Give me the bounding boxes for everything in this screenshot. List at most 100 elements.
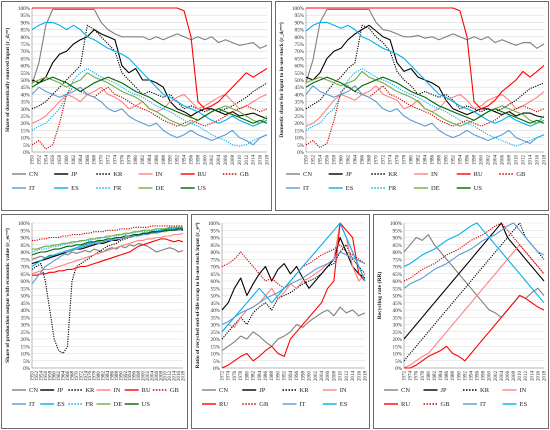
y-tick-label: 65% xyxy=(20,272,30,278)
legend-label-in: IN xyxy=(431,171,438,178)
y-tick-label: 95% xyxy=(20,13,30,19)
x-tick-label: 2000 xyxy=(203,155,208,166)
x-tick-label: 1992 xyxy=(283,371,288,382)
series-line-us xyxy=(305,76,545,124)
legend-label-jp: JP xyxy=(57,387,64,394)
y-tick-label: 15% xyxy=(210,344,220,350)
x-tick-label: 1978 xyxy=(127,155,132,166)
x-tick-label: 2016 xyxy=(357,371,362,382)
x-tick-label: 2004 xyxy=(150,371,155,382)
x-tick-label: 1986 xyxy=(445,371,450,382)
series-line-gb xyxy=(31,86,268,150)
x-tick-label: 1950 xyxy=(31,371,36,382)
legend-label-it: IT xyxy=(480,401,486,408)
x-tick-label: 1988 xyxy=(162,155,167,166)
x-tick-label: 1970 xyxy=(75,371,80,382)
chart-svg: 0%5%10%15%20%25%30%35%40%45%50%55%60%65%… xyxy=(376,221,548,408)
y-tick-label: 10% xyxy=(294,136,304,142)
x-tick-label: 1984 xyxy=(148,155,153,166)
chart-svg: 0%5%10%15%20%25%30%35%40%45%50%55%60%65%… xyxy=(4,6,271,192)
y-tick-label: 40% xyxy=(20,92,30,98)
x-tick-label: 1998 xyxy=(196,155,201,166)
x-tick-label: 2014 xyxy=(173,371,178,382)
x-tick-label: 1976 xyxy=(88,371,93,382)
x-tick-label: 1960 xyxy=(340,155,345,166)
x-tick-label: 1966 xyxy=(361,155,366,166)
y-tick-label: 75% xyxy=(392,257,402,263)
y-tick-label: 80% xyxy=(20,35,30,41)
y-tick-label: 20% xyxy=(20,121,30,127)
series-line-it xyxy=(403,222,545,289)
x-tick-label: 1960 xyxy=(65,155,70,166)
x-tick-label: 2014 xyxy=(530,371,535,382)
x-tick-label: 1976 xyxy=(233,371,238,382)
x-tick-label: 2010 xyxy=(238,155,243,166)
y-tick-label: 45% xyxy=(392,301,402,307)
y-tick-label: 15% xyxy=(20,128,30,134)
legend-label-de: DE xyxy=(114,401,123,408)
y-tick-label: 70% xyxy=(392,265,402,271)
y-tick-label: 5% xyxy=(395,359,403,365)
x-tick-label: 1994 xyxy=(459,155,464,166)
y-tick-label: 35% xyxy=(392,315,402,321)
y-axis-label: Share of production output with economic… xyxy=(4,228,11,363)
x-tick-label: 1986 xyxy=(155,155,160,166)
x-tick-label: 2012 xyxy=(522,155,527,166)
x-tick-label: 2004 xyxy=(494,155,499,166)
x-tick-label: 2018 xyxy=(543,371,548,382)
x-tick-label: 1992 xyxy=(124,371,129,382)
x-tick-label: 2008 xyxy=(231,155,236,166)
y-tick-label: 35% xyxy=(210,315,220,321)
x-tick-label: 1994 xyxy=(128,371,133,382)
y-axis-label: Ratio of recycled end-of-life scrap to i… xyxy=(194,222,201,368)
x-tick-label: 1956 xyxy=(51,155,56,166)
series-line-es xyxy=(305,21,545,127)
y-tick-label: 0% xyxy=(395,366,403,372)
chart-svg: 0%5%10%15%20%25%30%35%40%45%50%55%60%65%… xyxy=(4,221,187,408)
series-line-fr xyxy=(305,67,545,147)
x-tick-label: 1990 xyxy=(457,371,462,382)
x-tick-label: 1968 xyxy=(70,371,75,382)
legend-label-us: US xyxy=(198,185,207,192)
y-tick-label: 60% xyxy=(20,64,30,70)
y-tick-label: 55% xyxy=(20,286,30,292)
series-line-gb xyxy=(32,225,183,241)
x-tick-label: 2010 xyxy=(518,371,523,382)
x-tick-label: 2014 xyxy=(529,155,534,166)
series-line-in xyxy=(403,244,545,369)
x-tick-label: 1954 xyxy=(319,155,324,166)
legend-label-in: IN xyxy=(156,171,163,178)
x-tick-label: 1996 xyxy=(466,155,471,166)
y-tick-label: 50% xyxy=(210,294,220,300)
x-tick-label: 1974 xyxy=(409,371,414,382)
x-tick-label: 1980 xyxy=(97,371,102,382)
legend-label-gb: GB xyxy=(240,171,250,178)
x-tick-label: 1988 xyxy=(438,155,443,166)
series-line-it xyxy=(31,86,268,146)
series-line-kr xyxy=(403,222,545,362)
x-tick-label: 2002 xyxy=(494,371,499,382)
legend-label-de: DE xyxy=(431,185,440,192)
x-tick-label: 2016 xyxy=(536,371,541,382)
y-tick-label: 90% xyxy=(20,236,30,242)
x-tick-label: 1978 xyxy=(93,371,98,382)
y-tick-label: 55% xyxy=(20,71,30,77)
legend-label-ru: RU xyxy=(142,387,151,394)
x-tick-label: 1976 xyxy=(415,371,420,382)
legend-label-jp: JP xyxy=(441,387,448,394)
y-tick-label: 25% xyxy=(20,114,30,120)
x-tick-label: 2006 xyxy=(501,155,506,166)
series-line-ru xyxy=(404,294,545,369)
legend-label-de: DE xyxy=(156,185,165,192)
x-tick-label: 1982 xyxy=(102,371,107,382)
y-tick-label: 85% xyxy=(20,28,30,34)
chart-svg: 0%5%10%15%20%25%30%35%40%45%50%55%60%65%… xyxy=(194,221,369,408)
legend-label-es: ES xyxy=(340,401,348,408)
y-tick-label: 80% xyxy=(294,35,304,41)
series-line-cn xyxy=(221,306,366,352)
x-tick-label: 2006 xyxy=(224,155,229,166)
x-tick-label: 2018 xyxy=(364,371,369,382)
y-tick-label: 5% xyxy=(23,359,31,365)
legend-label-it: IT xyxy=(29,401,35,408)
x-tick-label: 1994 xyxy=(183,155,188,166)
